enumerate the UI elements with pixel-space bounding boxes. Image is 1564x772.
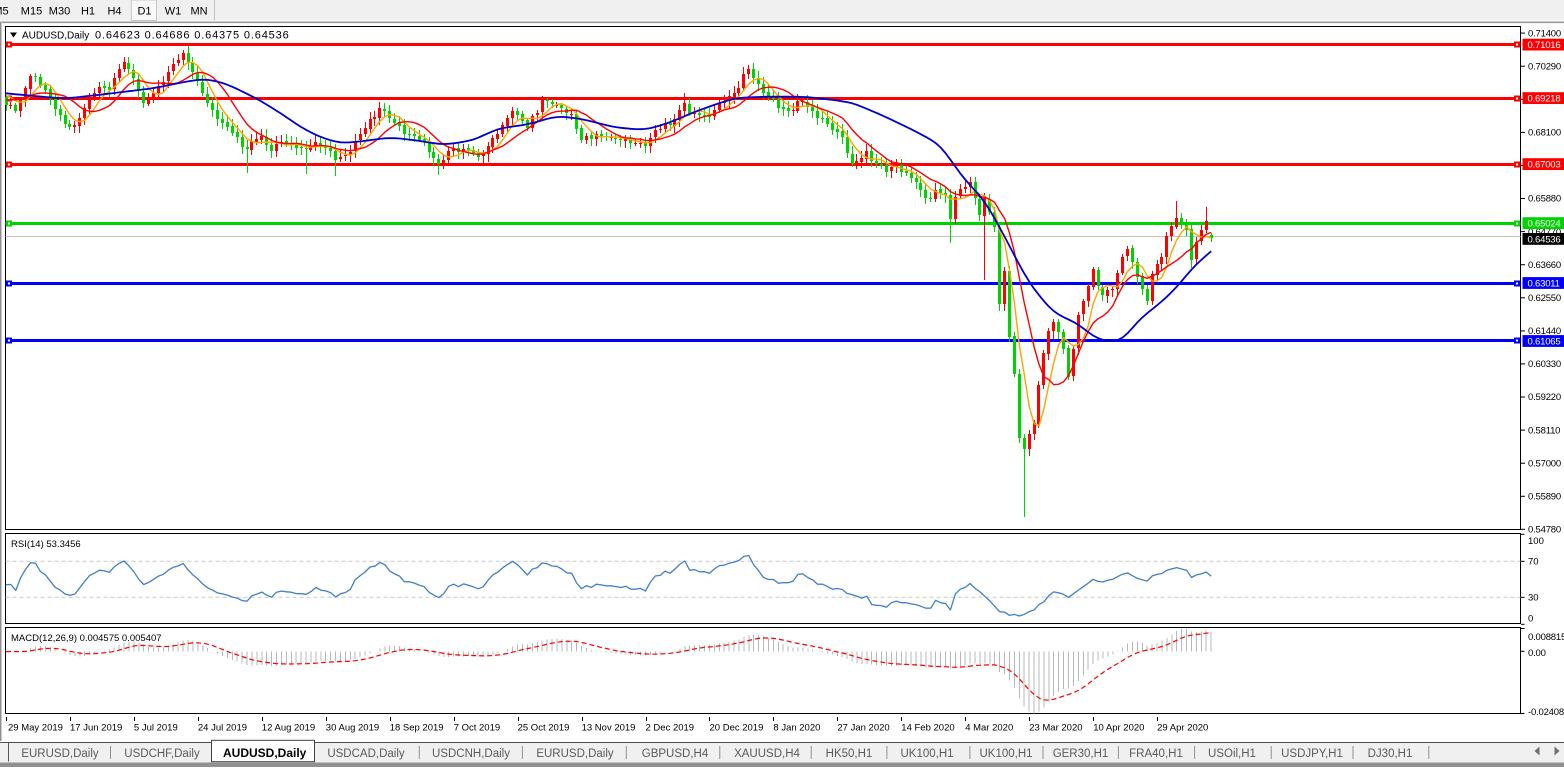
svg-text:USOil,H1: USOil,H1 [1208, 748, 1256, 760]
svg-text:0.71016: 0.71016 [1528, 40, 1561, 51]
svg-text:XAUUSD,H4: XAUUSD,H4 [734, 748, 800, 760]
svg-text:W1: W1 [165, 6, 182, 18]
svg-text:USDCAD,Daily: USDCAD,Daily [327, 748, 405, 760]
svg-text:0.71400: 0.71400 [1528, 28, 1561, 39]
svg-text:0.67003: 0.67003 [1528, 160, 1561, 171]
svg-text:MN: MN [190, 6, 207, 18]
svg-text:AUDUSD,Daily: AUDUSD,Daily [22, 31, 89, 42]
svg-text:GBPUSD,H4: GBPUSD,H4 [642, 748, 709, 760]
svg-text:H4: H4 [107, 6, 121, 18]
svg-text:23 Mar 2020: 23 Mar 2020 [1029, 723, 1082, 734]
svg-text:D1: D1 [137, 6, 151, 18]
svg-text:EURUSD,Daily: EURUSD,Daily [21, 748, 99, 760]
svg-text:M5: M5 [0, 6, 9, 18]
svg-text:0.59220: 0.59220 [1528, 392, 1561, 403]
svg-text:100: 100 [1528, 536, 1544, 547]
svg-text:5 Jul 2019: 5 Jul 2019 [134, 723, 178, 734]
svg-text:0.63660: 0.63660 [1528, 260, 1561, 271]
svg-text:0.55890: 0.55890 [1528, 492, 1561, 503]
svg-text:GER30,H1: GER30,H1 [1053, 748, 1109, 760]
svg-text:27 Jan 2020: 27 Jan 2020 [837, 723, 889, 734]
svg-text:0.69218: 0.69218 [1528, 94, 1561, 105]
svg-text:20 Dec 2019: 20 Dec 2019 [710, 723, 764, 734]
svg-text:8 Jan 2020: 8 Jan 2020 [773, 723, 820, 734]
svg-text:0.58110: 0.58110 [1528, 425, 1560, 436]
svg-text:0.70290: 0.70290 [1528, 61, 1561, 72]
svg-text:70: 70 [1528, 557, 1539, 568]
svg-text:29 Apr 2020: 29 Apr 2020 [1157, 723, 1208, 734]
svg-text:RSI(14) 53.3456: RSI(14) 53.3456 [11, 539, 81, 550]
svg-text:0.54780: 0.54780 [1528, 525, 1561, 536]
svg-text:USDCNH,Daily: USDCNH,Daily [432, 748, 510, 760]
svg-text:0.57000: 0.57000 [1528, 458, 1561, 469]
svg-text:10 Apr 2020: 10 Apr 2020 [1093, 723, 1144, 734]
svg-text:30: 30 [1528, 593, 1539, 604]
svg-text:UK100,H1: UK100,H1 [979, 748, 1032, 760]
svg-text:0.63011: 0.63011 [1528, 278, 1560, 289]
svg-text:DJ30,H1: DJ30,H1 [1368, 748, 1413, 760]
svg-text:0.00: 0.00 [1528, 648, 1546, 659]
svg-text:-0.024082: -0.024082 [1528, 707, 1564, 718]
svg-text:HK50,H1: HK50,H1 [826, 748, 873, 760]
svg-text:0.65024: 0.65024 [1528, 219, 1561, 230]
svg-text:0.008815: 0.008815 [1528, 632, 1564, 643]
svg-text:0.65880: 0.65880 [1528, 194, 1561, 205]
svg-text:24 Jul 2019: 24 Jul 2019 [198, 723, 247, 734]
svg-text:0.61065: 0.61065 [1528, 336, 1561, 347]
svg-text:UK100,H1: UK100,H1 [900, 748, 953, 760]
svg-text:0.60330: 0.60330 [1528, 359, 1561, 370]
svg-text:14 Feb 2020: 14 Feb 2020 [901, 723, 954, 734]
svg-text:0.64536: 0.64536 [1528, 234, 1561, 245]
svg-text:USDCHF,Daily: USDCHF,Daily [124, 748, 200, 760]
svg-text:2 Dec 2019: 2 Dec 2019 [646, 723, 695, 734]
svg-text:25 Oct 2019: 25 Oct 2019 [518, 723, 570, 734]
svg-text:EURUSD,Daily: EURUSD,Daily [536, 748, 614, 760]
svg-text:12 Aug 2019: 12 Aug 2019 [262, 723, 315, 734]
svg-text:17 Jun 2019: 17 Jun 2019 [70, 723, 122, 734]
svg-text:7 Oct 2019: 7 Oct 2019 [454, 723, 500, 734]
svg-text:18 Sep 2019: 18 Sep 2019 [390, 723, 444, 734]
svg-text:MACD(12,26,9) 0.004575 0.00540: MACD(12,26,9) 0.004575 0.005407 [11, 633, 162, 644]
svg-text:M30: M30 [49, 6, 70, 18]
svg-text:H1: H1 [81, 6, 95, 18]
svg-text:29 May 2019: 29 May 2019 [8, 723, 63, 734]
svg-text:30 Aug 2019: 30 Aug 2019 [326, 723, 379, 734]
svg-text:13 Nov 2019: 13 Nov 2019 [582, 723, 636, 734]
svg-text:0: 0 [1528, 614, 1533, 625]
svg-text:0.62550: 0.62550 [1528, 293, 1561, 304]
svg-text:AUDUSD,Daily: AUDUSD,Daily [223, 746, 307, 760]
svg-text:FRA40,H1: FRA40,H1 [1129, 748, 1183, 760]
svg-text:4 Mar 2020: 4 Mar 2020 [965, 723, 1013, 734]
svg-text:0.64623 0.64686 0.64375 0.6453: 0.64623 0.64686 0.64375 0.64536 [95, 30, 290, 42]
svg-text:USDJPY,H1: USDJPY,H1 [1281, 748, 1343, 760]
svg-text:0.68100: 0.68100 [1528, 128, 1561, 139]
svg-text:M15: M15 [21, 6, 42, 18]
